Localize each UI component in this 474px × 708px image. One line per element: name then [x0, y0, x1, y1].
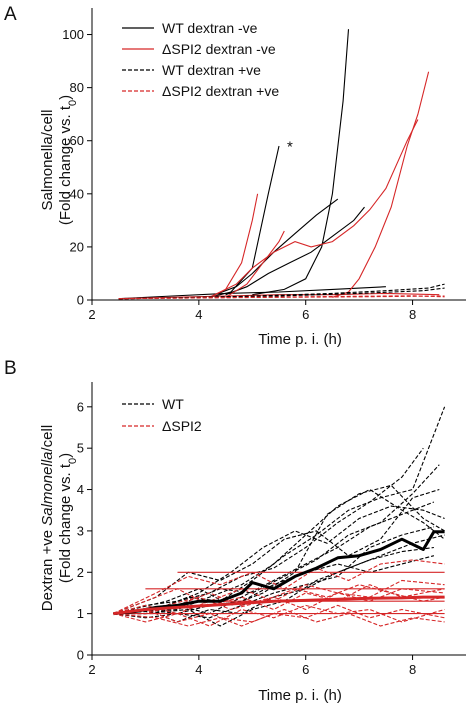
series-line [113, 488, 440, 615]
y-tick-label: 0 [77, 648, 84, 663]
x-tick-label: 2 [88, 662, 95, 677]
panel-b-y-label: Dextran +ve Salmonella/cell (Fold change… [39, 425, 79, 611]
series-line [214, 119, 419, 296]
panel-a-y-label-line2: (Fold change vs. t0) [57, 95, 79, 225]
panel-b-legend: WT ΔSPI2 [122, 396, 202, 434]
legend-label: ΔSPI2 dextran -ve [162, 41, 276, 57]
series-line [113, 447, 424, 615]
series-line [214, 198, 339, 296]
series-line [118, 292, 440, 300]
panel-a-y-label-line1: Salmonella/cell [39, 110, 56, 211]
series-line [225, 230, 285, 298]
legend-label: WT dextran -ve [162, 20, 258, 36]
x-tick-label: 6 [302, 307, 309, 322]
series-line [113, 555, 435, 619]
y-tick-label: 60 [70, 133, 84, 148]
legend-label: ΔSPI2 [162, 418, 202, 434]
y-tick-label: 40 [70, 186, 84, 201]
series-line [118, 295, 445, 300]
series-line [332, 71, 430, 298]
significance-annotation: * [287, 138, 293, 155]
panel-b-letter: B [4, 358, 17, 379]
x-tick-label: 6 [302, 662, 309, 677]
x-tick-label: 8 [409, 307, 416, 322]
legend-label: WT [162, 396, 184, 412]
mean-line [113, 530, 445, 616]
series-line [113, 608, 445, 627]
x-tick-label: 8 [409, 662, 416, 677]
series-line [113, 484, 445, 615]
panel-b-x-label: Time p. i. (h) [258, 687, 342, 704]
y-tick-label: 5 [77, 441, 84, 456]
panel-a-letter: A [4, 4, 17, 25]
series-line [113, 526, 435, 619]
y-tick-label: 2 [77, 565, 84, 580]
panel-b-series [113, 406, 446, 627]
panel-a-legend: WT dextran -ve ΔSPI2 dextran -ve WT dextra… [122, 20, 279, 99]
y-tick-label: 0 [77, 293, 84, 308]
panel-b-y-label-line2: (Fold change vs. t0) [57, 453, 79, 583]
panel-a-x-label: Time p. i. (h) [258, 331, 342, 348]
x-tick-label: 4 [195, 662, 202, 677]
y-tick-label: 6 [77, 399, 84, 414]
y-tick-label: 3 [77, 523, 84, 538]
panel-b: B 2 4 6 8 0 1 2 3 4 5 6 WT ΔSPI2 Time p. i. (h) Dex… [4, 358, 466, 704]
y-tick-label: 1 [77, 606, 84, 621]
series-line [252, 29, 350, 296]
series-line [113, 534, 445, 627]
series-line [225, 206, 365, 296]
panel-b-y-label-line1: Dextran +ve Salmonella/cell [39, 425, 56, 611]
series-line [113, 604, 445, 627]
y-tick-label: 80 [70, 80, 84, 95]
y-tick-label: 4 [77, 482, 84, 497]
mean-line [113, 595, 445, 616]
legend-label: WT dextran +ve [162, 62, 261, 78]
series-line [118, 286, 386, 300]
panel-a-series: * [118, 29, 445, 300]
series-line [209, 145, 280, 298]
y-tick-label: 100 [62, 27, 84, 42]
x-tick-label: 4 [195, 307, 202, 322]
series-line [209, 193, 259, 298]
panel-a-y-label: Salmonella/cell (Fold change vs. t0) [39, 95, 79, 225]
series-line [113, 406, 446, 615]
legend-label: ΔSPI2 dextran +ve [162, 83, 279, 99]
panel-b-axes: 2 4 6 8 0 1 2 3 4 5 6 [77, 382, 466, 677]
y-tick-label: 20 [70, 239, 84, 254]
x-tick-label: 2 [88, 307, 95, 322]
